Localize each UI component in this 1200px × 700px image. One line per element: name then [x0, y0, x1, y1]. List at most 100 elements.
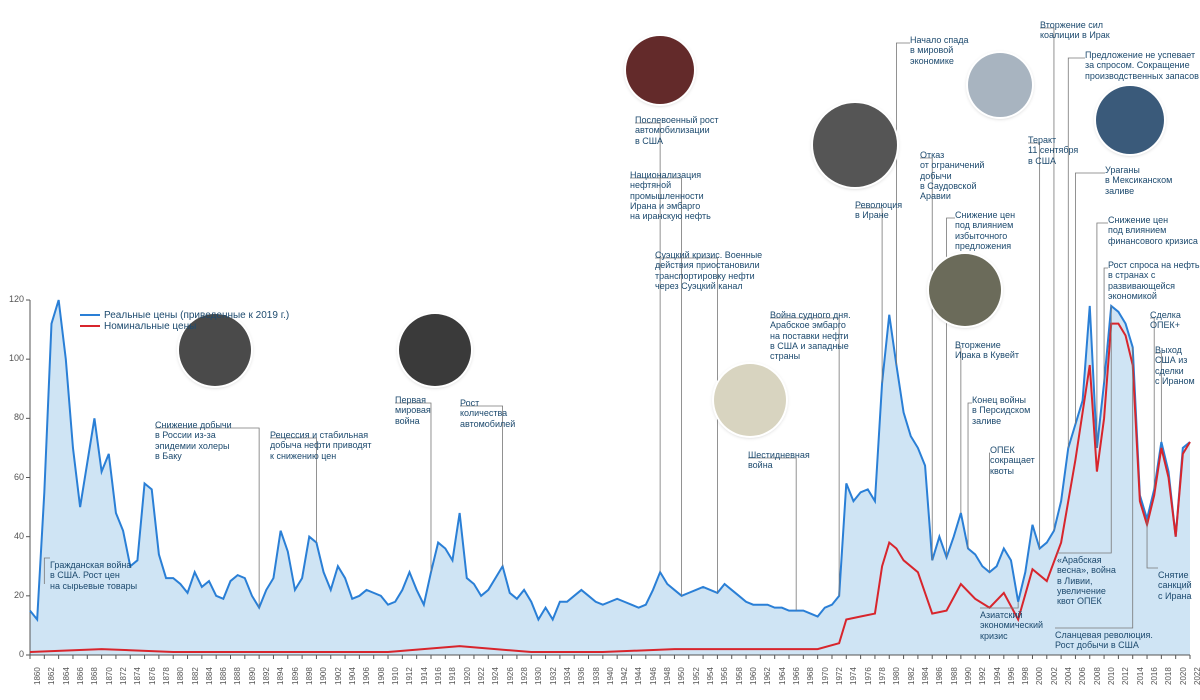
xtick: 1952: [692, 667, 701, 685]
xtick: 2004: [1064, 667, 1073, 685]
label-iran-sanctions-lift: Снятие санкций с Ирана: [1158, 570, 1192, 601]
xtick: 2022: [1193, 667, 1200, 685]
xtick: 1986: [935, 667, 944, 685]
xtick: 1874: [133, 667, 142, 685]
callout-sep11: [1028, 143, 1040, 549]
ytick: 100: [2, 353, 24, 363]
xtick: 1944: [634, 667, 643, 685]
callout-suez: [655, 258, 717, 593]
xtick: 1934: [563, 667, 572, 685]
xtick: 1994: [993, 667, 1002, 685]
label-recession: Рецессия и стабильная добыча нефти приво…: [270, 430, 372, 461]
xtick: 2012: [1121, 667, 1130, 685]
xtick: 2006: [1078, 667, 1087, 685]
bubble-iran-revolution: [813, 103, 897, 187]
xtick: 2018: [1164, 667, 1173, 685]
xtick: 2014: [1136, 667, 1145, 685]
xtick: 1866: [76, 667, 85, 685]
bubble-vintage-car: [626, 36, 694, 104]
xtick: 2016: [1150, 667, 1159, 685]
xtick: 1918: [448, 667, 457, 685]
xtick: 1964: [778, 667, 787, 685]
ytick: 0: [2, 649, 24, 659]
xtick: 1954: [706, 667, 715, 685]
xtick: 1910: [391, 667, 400, 685]
xtick: 1878: [162, 667, 171, 685]
xtick: 1978: [878, 667, 887, 685]
label-fin-crisis: Снижение цен под влиянием финансового кр…: [1108, 215, 1198, 246]
bubble-kuwait-tank: [929, 254, 1001, 326]
xtick: 1894: [276, 667, 285, 685]
xtick: 1960: [749, 667, 758, 685]
label-suez: Суэцкий кризис. Военные действия приоста…: [655, 250, 762, 291]
xtick: 1868: [90, 667, 99, 685]
xtick: 1870: [105, 667, 114, 685]
ytick: 40: [2, 531, 24, 541]
xtick: 1892: [262, 667, 271, 685]
xtick: 1936: [577, 667, 586, 685]
xtick: 1958: [735, 667, 744, 685]
xtick: 1972: [835, 667, 844, 685]
label-baku-cholera: Снижение добычи в России из-за эпидемии …: [155, 420, 232, 461]
xtick: 1926: [506, 667, 515, 685]
xtick: 1948: [663, 667, 672, 685]
label-civil-war: Гражданская война в США. Рост цен на сыр…: [50, 560, 137, 591]
xtick: 1998: [1021, 667, 1030, 685]
xtick: 1914: [420, 667, 429, 685]
callout-car-growth: [460, 406, 503, 566]
bubble-cars-street: [399, 314, 471, 386]
ytick: 60: [2, 472, 24, 482]
xtick: 1902: [334, 667, 343, 685]
xtick: 1862: [47, 667, 56, 685]
xtick: 1884: [205, 667, 214, 685]
xtick: 1872: [119, 667, 128, 685]
xtick: 1990: [964, 667, 973, 685]
xtick: 1922: [477, 667, 486, 685]
xtick: 2002: [1050, 667, 1059, 685]
xtick: 1904: [348, 667, 357, 685]
xtick: 1988: [950, 667, 959, 685]
xtick: 1982: [907, 667, 916, 685]
label-shale: Сланцевая революция. Рост добычи в США: [1055, 630, 1153, 651]
xtick: 1888: [233, 667, 242, 685]
xtick: 1974: [849, 667, 858, 685]
label-us-iran-exit: Выход США из сделки с Ираном: [1155, 345, 1195, 386]
label-hurricanes: Ураганы в Мексиканском заливе: [1105, 165, 1172, 196]
label-iran-nationalization: Национализация нефтяной промышленности И…: [630, 170, 711, 222]
xtick: 1890: [248, 667, 257, 685]
xtick: 1864: [62, 667, 71, 685]
xtick: 1924: [491, 667, 500, 685]
xtick: 1886: [219, 667, 228, 685]
xtick: 1946: [649, 667, 658, 685]
xtick: 1882: [191, 667, 200, 685]
label-yom-kippur: Война судного дня. Арабское эмбарго на п…: [770, 310, 851, 362]
ytick: 120: [2, 294, 24, 304]
label-sep11: Теракт 11 сентября в США: [1028, 135, 1078, 166]
legend: Реальные цены (приведенные к 2019 г.)Ном…: [80, 310, 289, 332]
callout-iraq-invasion: [1040, 28, 1054, 531]
label-opec-plus: Сделка ОПЕК+: [1150, 310, 1181, 331]
xtick: 1912: [405, 667, 414, 685]
ytick: 20: [2, 590, 24, 600]
xtick: 1992: [978, 667, 987, 685]
legend-nominal: Номинальные цены: [80, 321, 289, 332]
label-six-day: Шестидневная война: [748, 450, 810, 471]
label-ww1: Первая мировая война: [395, 395, 431, 426]
xtick: 1920: [463, 667, 472, 685]
xtick: 2000: [1035, 667, 1044, 685]
xtick: 2020: [1179, 667, 1188, 685]
xtick: 1900: [319, 667, 328, 685]
label-kuwait: Вторжение Ирака в Кувейт: [955, 340, 1019, 361]
xtick: 1928: [520, 667, 529, 685]
callout-kuwait: [955, 348, 961, 513]
xtick: 1896: [291, 667, 300, 685]
label-asian-crisis: Азиатский экономический кризис: [980, 610, 1043, 641]
xtick: 1962: [763, 667, 772, 685]
legend-real: Реальные цены (приведенные к 2019 г.): [80, 310, 289, 321]
xtick: 1956: [720, 667, 729, 685]
label-arab-spring: «Арабская весна», война в Ливии, увеличе…: [1057, 555, 1116, 607]
callout-iran-rev: [855, 208, 882, 383]
xtick: 1916: [434, 667, 443, 685]
xtick: 1908: [377, 667, 386, 685]
xtick: 1880: [176, 667, 185, 685]
